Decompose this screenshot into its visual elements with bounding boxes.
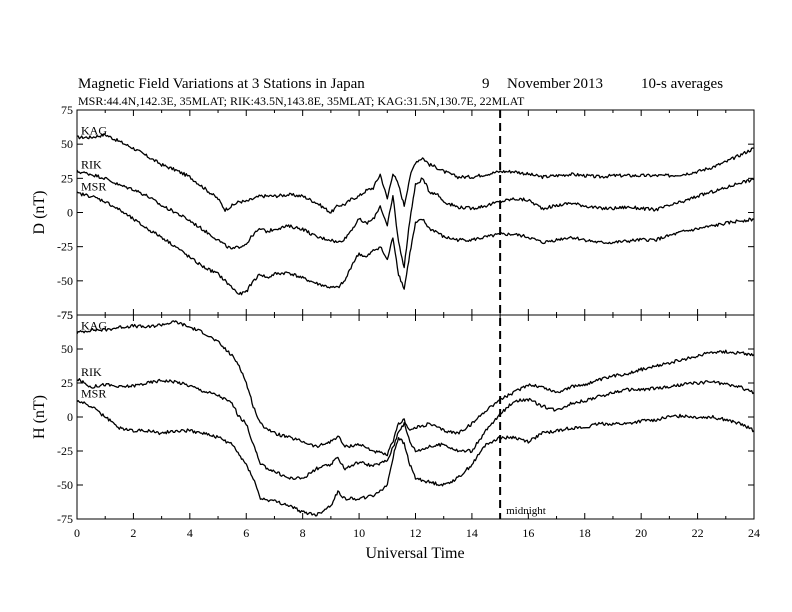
d-series-label-rik: RIK (81, 158, 102, 172)
x-tick-label: 20 (635, 526, 647, 540)
h-y-tick-label: 75 (61, 308, 73, 322)
h-y-tick-label: -25 (57, 444, 73, 458)
d-y-tick-label: 25 (61, 171, 73, 185)
d-series-label-kag: KAG (81, 123, 107, 137)
d-y-tick-label: 50 (61, 137, 73, 151)
x-tick-label: 2 (130, 526, 136, 540)
x-tick-label: 4 (187, 526, 193, 540)
x-tick-label: 12 (410, 526, 422, 540)
d-series-label-msr: MSR (81, 179, 106, 193)
h-y-tick-label: 0 (67, 410, 73, 424)
d-panel: 75 50 25 0 -25 -50 -75 D (nT) KAG RIK MSR (31, 103, 755, 322)
x-tick-label: 0 (74, 526, 80, 540)
date-day: 9 (482, 76, 490, 92)
h-series-rik (76, 378, 755, 480)
h-y-tick-label: -50 (57, 478, 73, 492)
date-month: November (507, 76, 570, 92)
d-y-tick-label: -75 (57, 308, 73, 322)
x-tick-label: 6 (243, 526, 249, 540)
x-tick-label: 24 (748, 526, 760, 540)
d-y-axis-label: D (nT) (31, 191, 48, 235)
x-tick-label: 14 (466, 526, 478, 540)
h-series-kag (76, 320, 755, 457)
x-tick-label: 10 (353, 526, 365, 540)
d-series-rik (76, 169, 755, 269)
d-y-tick-label: 0 (67, 206, 73, 220)
d-y-tick-label: 75 (61, 103, 73, 117)
midnight-label: midnight (506, 505, 546, 517)
date-year: 2013 (573, 76, 603, 92)
station-subtitle: MSR:44.4N,142.3E, 35MLAT; RIK:43.5N,143.… (78, 94, 525, 108)
d-y-tick-label: -50 (57, 274, 73, 288)
x-tick-label: 22 (692, 526, 704, 540)
d-series-kag (76, 133, 755, 214)
h-series-label-rik: RIK (81, 365, 102, 379)
h-series-label-msr: MSR (81, 387, 106, 401)
h-y-tick-label: 25 (61, 376, 73, 390)
h-plot-frame (76, 314, 755, 520)
x-axis-label: Universal Time (365, 545, 464, 562)
d-plot-frame (76, 109, 755, 316)
x-tick-label: 8 (300, 526, 306, 540)
h-y-tick-label: 50 (61, 342, 73, 356)
d-series-msr (76, 191, 755, 296)
h-series-msr (76, 400, 755, 517)
h-y-tick-label: -75 (57, 512, 73, 526)
h-y-axis-label: H (nT) (31, 395, 48, 439)
averaging-label: 10-s averages (641, 76, 723, 92)
d-y-tick-label: -25 (57, 240, 73, 254)
h-series-label-kag: KAG (81, 319, 107, 333)
x-tick-label: 16 (522, 526, 534, 540)
x-tick-label: 18 (579, 526, 591, 540)
chart-title: Magnetic Field Variations at 3 Stations … (78, 76, 365, 92)
